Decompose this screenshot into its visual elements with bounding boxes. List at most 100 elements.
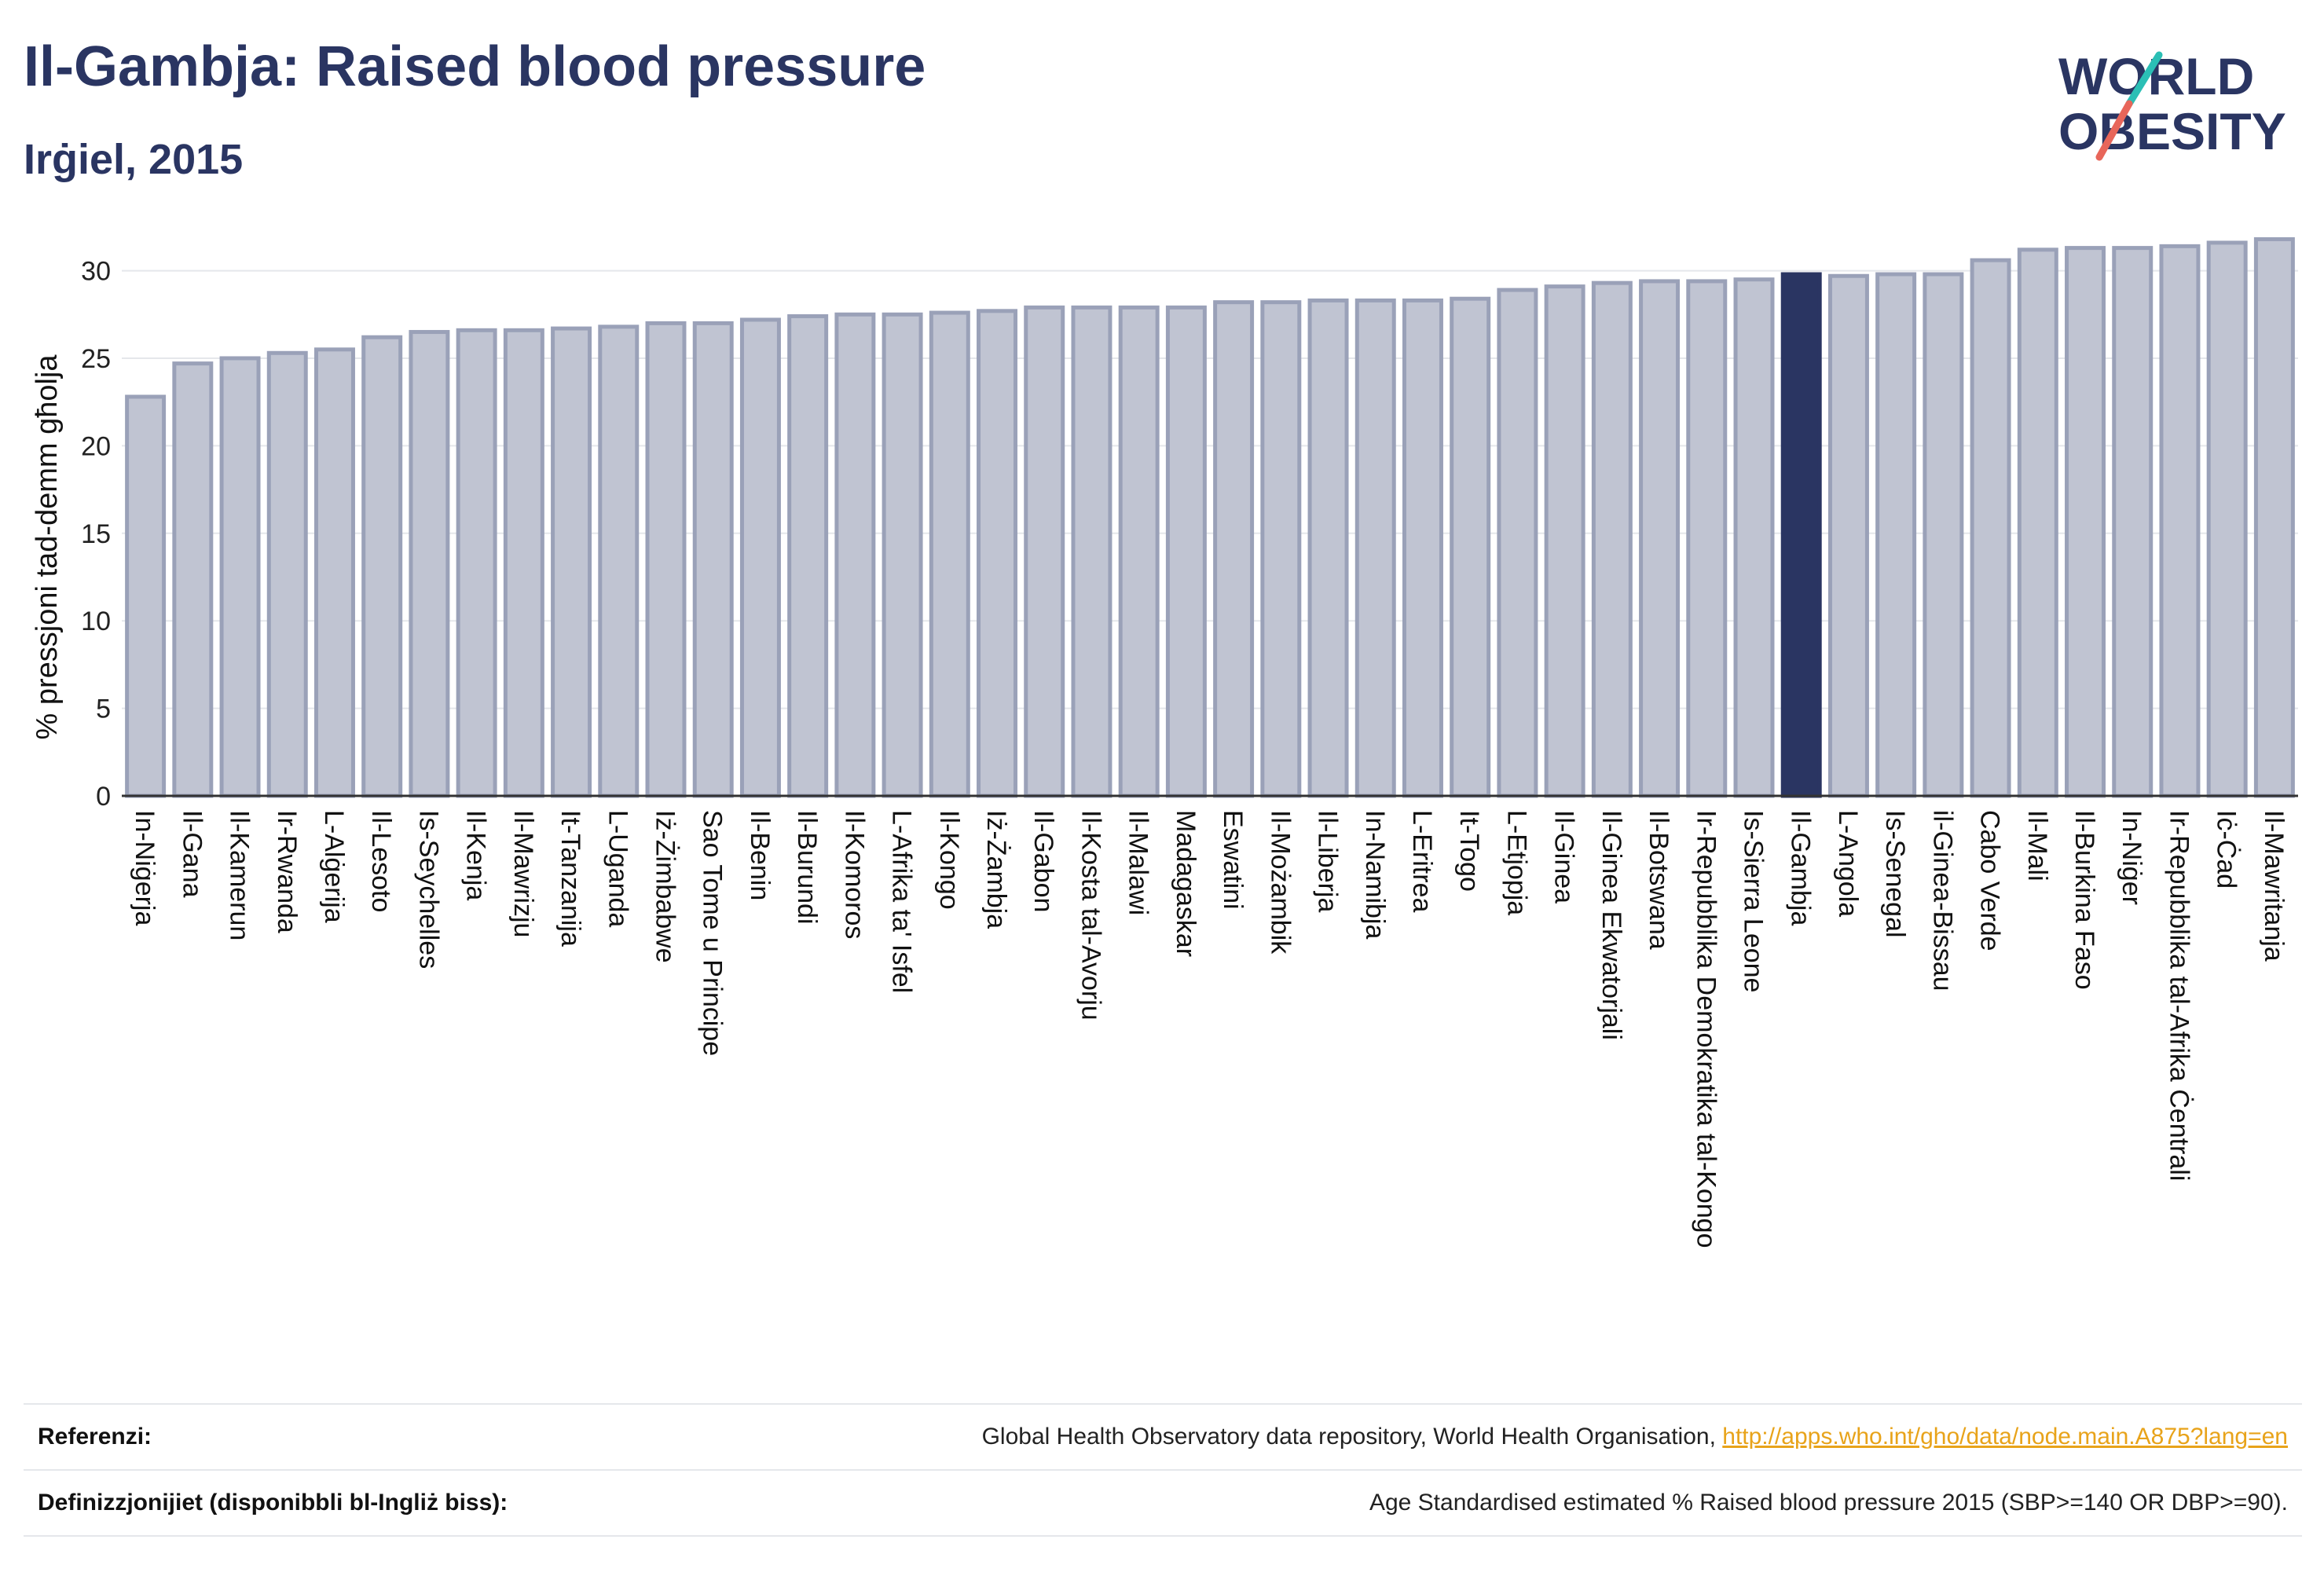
x-tick-label: Eswatini — [1218, 810, 1248, 910]
bar — [2206, 240, 2248, 798]
x-tick-label: Il-Burkina Faso — [2069, 810, 2099, 990]
x-tick-label: Iż-Żambja — [981, 810, 1011, 929]
y-tick-label: 30 — [81, 257, 111, 287]
bar — [1970, 258, 2011, 798]
bar — [1118, 305, 1160, 798]
y-tick-label: 25 — [81, 344, 111, 374]
bar — [929, 310, 970, 798]
bar — [598, 324, 640, 798]
definitions-value: Age Standardised estimated % Raised bloo… — [1369, 1490, 2288, 1516]
bar — [1827, 273, 1869, 798]
x-tick-label: Il-Lesoto — [366, 810, 396, 912]
bar — [1875, 272, 1917, 798]
x-tick-label: Il-Liberja — [1313, 810, 1343, 912]
bar — [1354, 298, 1396, 798]
bar — [787, 313, 829, 798]
x-tick-label: Il-Benin — [745, 810, 775, 900]
bar — [1450, 296, 1491, 798]
bar — [503, 328, 544, 798]
x-tick-label: Is-Senegal — [1880, 810, 1910, 938]
bar — [1165, 305, 1207, 798]
bar — [2253, 236, 2295, 798]
x-tick-label: Is-Seychelles — [413, 810, 443, 969]
x-tick-label: L-Uganda — [603, 810, 632, 927]
logo-line-obesity: OBESITY — [2058, 102, 2286, 160]
reference-table: Referenzi: Global Health Observatory dat… — [24, 1403, 2302, 1537]
bar — [1497, 288, 1538, 798]
y-tick-label: 5 — [96, 695, 111, 724]
bar — [361, 335, 403, 798]
x-tick-label: Il-Ginea — [1549, 810, 1579, 903]
references-row: Referenzi: Global Health Observatory dat… — [24, 1403, 2302, 1469]
bar — [2112, 246, 2154, 798]
bar — [125, 394, 167, 798]
definitions-label: Definizzjonijiet (disponibbli bl-Ingliż … — [38, 1490, 508, 1516]
bar — [2017, 247, 2058, 798]
x-tick-label: It-Togo — [1454, 810, 1484, 892]
x-tick-label: L-Angola — [1833, 810, 1863, 917]
x-tick-label: Il-Mali — [2022, 810, 2052, 881]
bar — [266, 350, 308, 798]
x-tick-label: Cabo Verde — [1975, 810, 2005, 951]
x-tick-label: Is-Sierra Leone — [1739, 810, 1769, 992]
bar — [739, 317, 781, 798]
x-tick-label: Il-Botswana — [1644, 810, 1673, 950]
x-tick-label: Il-Gabon — [1028, 810, 1058, 912]
y-tick-label: 10 — [81, 607, 111, 636]
bar — [645, 321, 687, 798]
x-tick-label: In-Namibja — [1360, 810, 1390, 939]
bar — [1544, 284, 1585, 798]
bar — [1639, 279, 1681, 798]
bar — [1780, 272, 1822, 798]
bar — [1213, 300, 1255, 798]
x-tick-label: Il-Kamerun — [225, 810, 255, 940]
y-tick-label: 0 — [96, 782, 111, 812]
bar — [219, 356, 261, 798]
x-tick-label: Ir-Repubblika tal-Afrika Ċentrali — [2164, 810, 2194, 1181]
bar — [1071, 305, 1113, 798]
bar — [2065, 246, 2106, 798]
x-tick-label: L-Eritrea — [1407, 810, 1437, 912]
x-tick-label: Ir-Rwanda — [272, 810, 302, 933]
bar — [1923, 272, 1964, 798]
y-tick-label: 20 — [81, 431, 111, 461]
chart-subtitle: Irġiel, 2015 — [24, 136, 244, 183]
references-link[interactable]: http://apps.who.int/gho/data/node.main.A… — [1722, 1424, 2288, 1450]
y-axis-label: % pressjoni tad-demm għolja — [31, 354, 64, 740]
bar — [551, 326, 592, 798]
references-text: Global Health Observatory data repositor… — [981, 1424, 1723, 1450]
x-tick-label: Ir-Repubblika Demokratika tal-Kongo — [1691, 810, 1721, 1248]
bar — [977, 309, 1018, 798]
x-tick-label: Il-Komoros — [839, 810, 869, 939]
bar — [882, 312, 923, 798]
x-tick-label: Il-Kenja — [461, 810, 491, 900]
bar — [172, 361, 214, 798]
bar-chart: 0 5 10 15 20 25 30 % pressjoni tad-demm għolja I… — [31, 236, 2298, 1248]
bar — [1686, 279, 1728, 798]
x-tick-label: Iċ-Ċad — [2212, 810, 2242, 889]
x-tick-label: L-Alġerija — [319, 810, 349, 923]
x-tick-label: Il-Gana — [177, 810, 207, 898]
x-tick-label: Sao Tome u Principe — [698, 810, 728, 1056]
bar — [1024, 305, 1065, 798]
logo-slash-teal — [2125, 51, 2163, 108]
x-tick-label: Il-Mawritanja — [2259, 810, 2289, 962]
x-tick-label: Il-Gambja — [1786, 810, 1816, 925]
bar — [692, 321, 734, 798]
chart-title: Il-Gambja: Raised blood pressure — [24, 35, 926, 98]
bar — [1733, 277, 1775, 798]
bar — [1307, 298, 1349, 798]
x-tick-label: Il-Możambik — [1265, 810, 1295, 955]
definitions-row: Definizzjonijiet (disponibbli bl-Ingliż … — [24, 1469, 2302, 1537]
x-tick-label: Iż-Żimbabwe — [651, 810, 680, 963]
x-tick-label: It-Tanzanija — [555, 810, 585, 947]
x-tick-label: L-Etjopja — [1501, 810, 1531, 915]
references-value: Global Health Observatory data repositor… — [982, 1424, 2302, 1450]
bar — [2159, 244, 2201, 798]
x-tick-label: Il-Burundi — [792, 810, 822, 925]
bar — [834, 312, 876, 798]
references-label: Referenzi: — [38, 1424, 152, 1450]
world-obesity-logo: WORLD OBESITY — [2058, 47, 2286, 161]
x-tick-label: Il-Ginea Ekwatorjali — [1596, 810, 1626, 1040]
y-tick-label: 15 — [81, 519, 111, 549]
